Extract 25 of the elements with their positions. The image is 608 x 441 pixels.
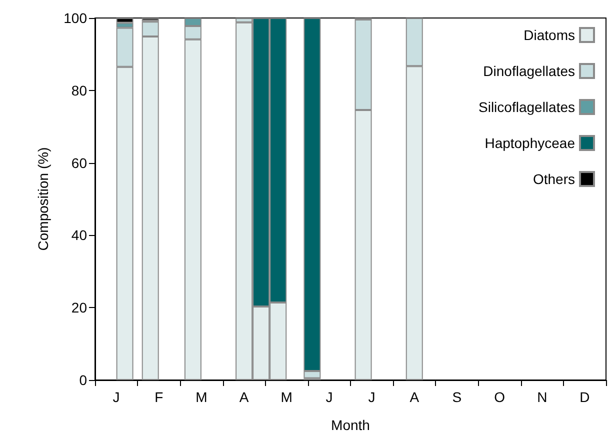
x-axis-title: Month [331,417,370,433]
x-tick-label: M [196,389,208,405]
legend-label: Others [532,171,575,187]
x-tick-label: A [410,389,420,405]
y-tick-label: 100 [64,10,88,26]
y-tick-label: 0 [79,372,88,388]
y-tick-label: 80 [71,82,88,98]
x-tick-label: M [280,389,292,405]
x-tick-label: J [326,389,333,405]
y-tick-label: 60 [71,154,88,171]
x-tick-label: S [452,389,462,405]
y-axis-title: Composition (%) [35,147,51,251]
y-tick-label: 20 [71,300,88,316]
legend-label: Haptophyceae [484,135,576,151]
y-tick-label: 40 [71,227,88,244]
legend-label: Diatoms [524,27,575,43]
x-tick-label: J [368,389,376,405]
x-tick-label: J [112,389,120,405]
x-tick-label: D [580,389,590,405]
x-tick-label: O [494,389,506,405]
legend-label: Dinoflagellates [483,63,575,79]
x-tick-label: F [154,389,164,405]
x-tick-label: A [239,389,250,405]
x-tick-label: N [537,389,548,405]
legend-label: Silicoflagellates [478,99,575,115]
